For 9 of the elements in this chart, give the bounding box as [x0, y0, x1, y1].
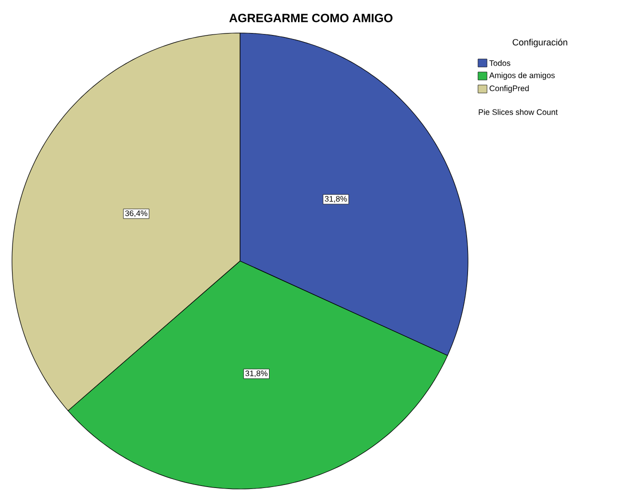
text: Pie Slices show Count — [478, 109, 558, 115]
legend-label: Amigos de amigos — [489, 72, 555, 80]
data-label: 31,8% — [324, 196, 347, 203]
data-label: 36,4% — [125, 210, 148, 218]
legend-title: Configuración — [512, 38, 568, 48]
legend-label: Todos — [489, 60, 510, 66]
chart-title: AGREGARME COMO AMIGO — [229, 14, 392, 22]
legend-label: ConfigPred — [490, 85, 529, 93]
data-label: 31,8% — [245, 370, 268, 378]
